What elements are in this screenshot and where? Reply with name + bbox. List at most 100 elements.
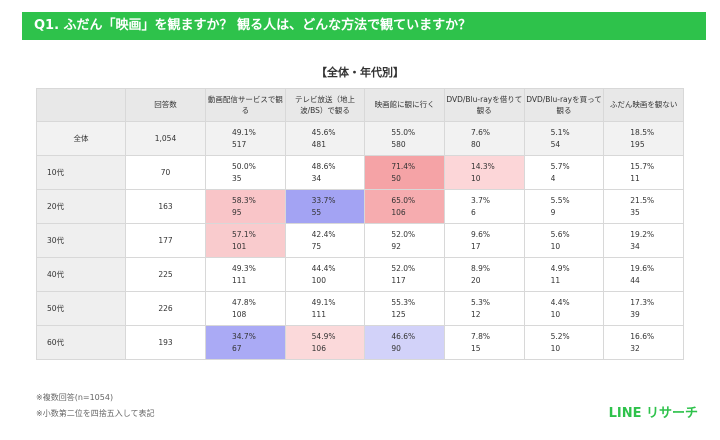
results-table: 回答数 動画配信サービスで観る テレビ放送（地上波/BS）で観る 映画館に観に行く DV…	[36, 88, 684, 360]
respondents: 125	[391, 309, 406, 319]
title-bar: Q1. ふだん「映画」を観ますか？ 観る人は、どんな方法で観ていますか？	[22, 12, 706, 40]
respondents: 101	[232, 241, 247, 251]
respondents: 108	[232, 309, 247, 319]
header-row: 回答数 動画配信サービスで観る テレビ放送（地上波/BS）で観る 映画館に観に行く DV…	[36, 88, 684, 122]
column-header: DVD/Blu-rayを借りて観る	[443, 88, 525, 122]
respondents: 11	[630, 173, 640, 183]
respondents: 80	[470, 139, 481, 149]
value-cell: 5.5% 9	[523, 189, 605, 224]
percent: 50.0%	[232, 162, 256, 172]
value-cell: 57.1% 101	[205, 223, 286, 258]
table-row: 60代 193 34.7% 67 54.9% 106 46.6% 90 7.8% 15 5.2% 10…	[36, 325, 684, 360]
value-cell: 7.6% 80	[443, 121, 525, 156]
percent: 52.0%	[391, 264, 416, 274]
respondents: 106	[391, 207, 406, 217]
value-cell: 55.3% 125	[364, 291, 445, 326]
row-label: 10代	[36, 155, 126, 190]
value-cell: 7.8% 15	[443, 325, 525, 360]
respondents: 10	[470, 173, 481, 183]
count-cell: 163	[125, 189, 206, 224]
value-cell: 48.6% 34	[284, 155, 366, 190]
value-cell: 42.4% 75	[284, 223, 366, 258]
respondents: 117	[391, 275, 406, 285]
respondents: 9	[550, 207, 556, 217]
respondents: 32	[630, 343, 640, 353]
percent: 4.9%	[550, 264, 570, 274]
percent: 5.1%	[550, 128, 570, 138]
value-cell: 52.0% 117	[364, 257, 445, 292]
table-row: 50代 226 47.8% 108 49.1% 111 55.3% 125 5.3% 12 4.4%…	[36, 291, 684, 326]
percent: 47.8%	[232, 298, 256, 308]
respondents: 111	[232, 275, 247, 285]
value-cell: 33.7% 55	[284, 189, 366, 224]
percent: 19.6%	[630, 264, 655, 274]
value-cell: 71.4% 50	[364, 155, 445, 190]
value-cell: 5.6% 10	[523, 223, 605, 258]
percent: 5.2%	[550, 332, 570, 342]
percent: 34.7%	[232, 332, 256, 342]
value-cell: 9.6% 17	[443, 223, 525, 258]
row-label: 60代	[36, 325, 126, 360]
percent: 44.4%	[311, 264, 336, 274]
row-label: 40代	[36, 257, 126, 292]
respondents: 10	[550, 343, 561, 353]
value-cell: 49.1% 517	[205, 121, 286, 156]
respondents: 34	[630, 241, 640, 251]
percent: 57.1%	[232, 230, 256, 240]
respondents: 35	[232, 173, 242, 183]
respondents: 4	[550, 173, 556, 183]
percent: 45.6%	[311, 128, 336, 138]
percent: 5.3%	[470, 298, 491, 308]
value-cell: 16.6% 32	[603, 325, 684, 360]
value-cell: 18.5% 195	[603, 121, 684, 156]
value-cell: 19.2% 34	[603, 223, 684, 258]
respondents: 20	[470, 275, 481, 285]
percent: 4.4%	[550, 298, 570, 308]
count-cell: 1,054	[125, 121, 206, 156]
respondents: 39	[630, 309, 640, 319]
percent: 54.9%	[311, 332, 336, 342]
value-cell: 50.0% 35	[205, 155, 286, 190]
percent: 3.7%	[470, 196, 491, 206]
percent: 42.4%	[311, 230, 336, 240]
value-cell: 17.3% 39	[603, 291, 684, 326]
respondents: 195	[630, 139, 645, 149]
value-cell: 49.1% 111	[284, 291, 366, 326]
column-header: 映画館に観に行く	[364, 88, 445, 122]
note: ※複数回答(n=1054)	[36, 393, 114, 402]
value-cell: 5.3% 12	[443, 291, 525, 326]
respondents: 481	[311, 139, 326, 149]
percent: 7.8%	[470, 332, 491, 342]
percent: 46.6%	[391, 332, 416, 342]
value-cell: 55.0% 580	[364, 121, 445, 156]
respondents: 100	[311, 275, 326, 285]
percent: 15.7%	[630, 162, 655, 172]
respondents: 10	[550, 309, 561, 319]
respondents: 111	[311, 309, 326, 319]
respondents: 44	[630, 275, 640, 285]
respondents: 67	[232, 343, 242, 353]
count-cell: 226	[125, 291, 206, 326]
percent: 18.5%	[630, 128, 655, 138]
value-cell: 52.0% 92	[364, 223, 445, 258]
percent: 8.9%	[470, 264, 491, 274]
value-cell: 19.6% 44	[603, 257, 684, 292]
count-cell: 225	[125, 257, 206, 292]
count-cell: 70	[125, 155, 206, 190]
respondents: 11	[550, 275, 561, 285]
value-cell: 15.7% 11	[603, 155, 684, 190]
row-label: 30代	[36, 223, 126, 258]
table-row: 全体 1,054 49.1% 517 45.6% 481 55.0% 580 7.6% 80 5.1…	[36, 121, 684, 156]
value-cell: 3.7% 6	[443, 189, 525, 224]
table-row: 20代 163 58.3% 95 33.7% 55 65.0% 106 3.7% 6 5.5% 9 21…	[36, 189, 684, 224]
value-cell: 4.9% 11	[523, 257, 605, 292]
table-row: 10代 70 50.0% 35 48.6% 34 71.4% 50 14.3% 10 5.7% 4 15…	[36, 155, 684, 190]
respondents: 54	[550, 139, 561, 149]
percent: 5.7%	[550, 162, 570, 172]
percent: 52.0%	[391, 230, 416, 240]
percent: 55.0%	[391, 128, 416, 138]
count-cell: 177	[125, 223, 206, 258]
table-body: 全体 1,054 49.1% 517 45.6% 481 55.0% 580 7.6% 80 5.1…	[36, 121, 684, 360]
table-row: 40代 225 49.3% 111 44.4% 100 52.0% 117 8.9% 20 4.9%…	[36, 257, 684, 292]
